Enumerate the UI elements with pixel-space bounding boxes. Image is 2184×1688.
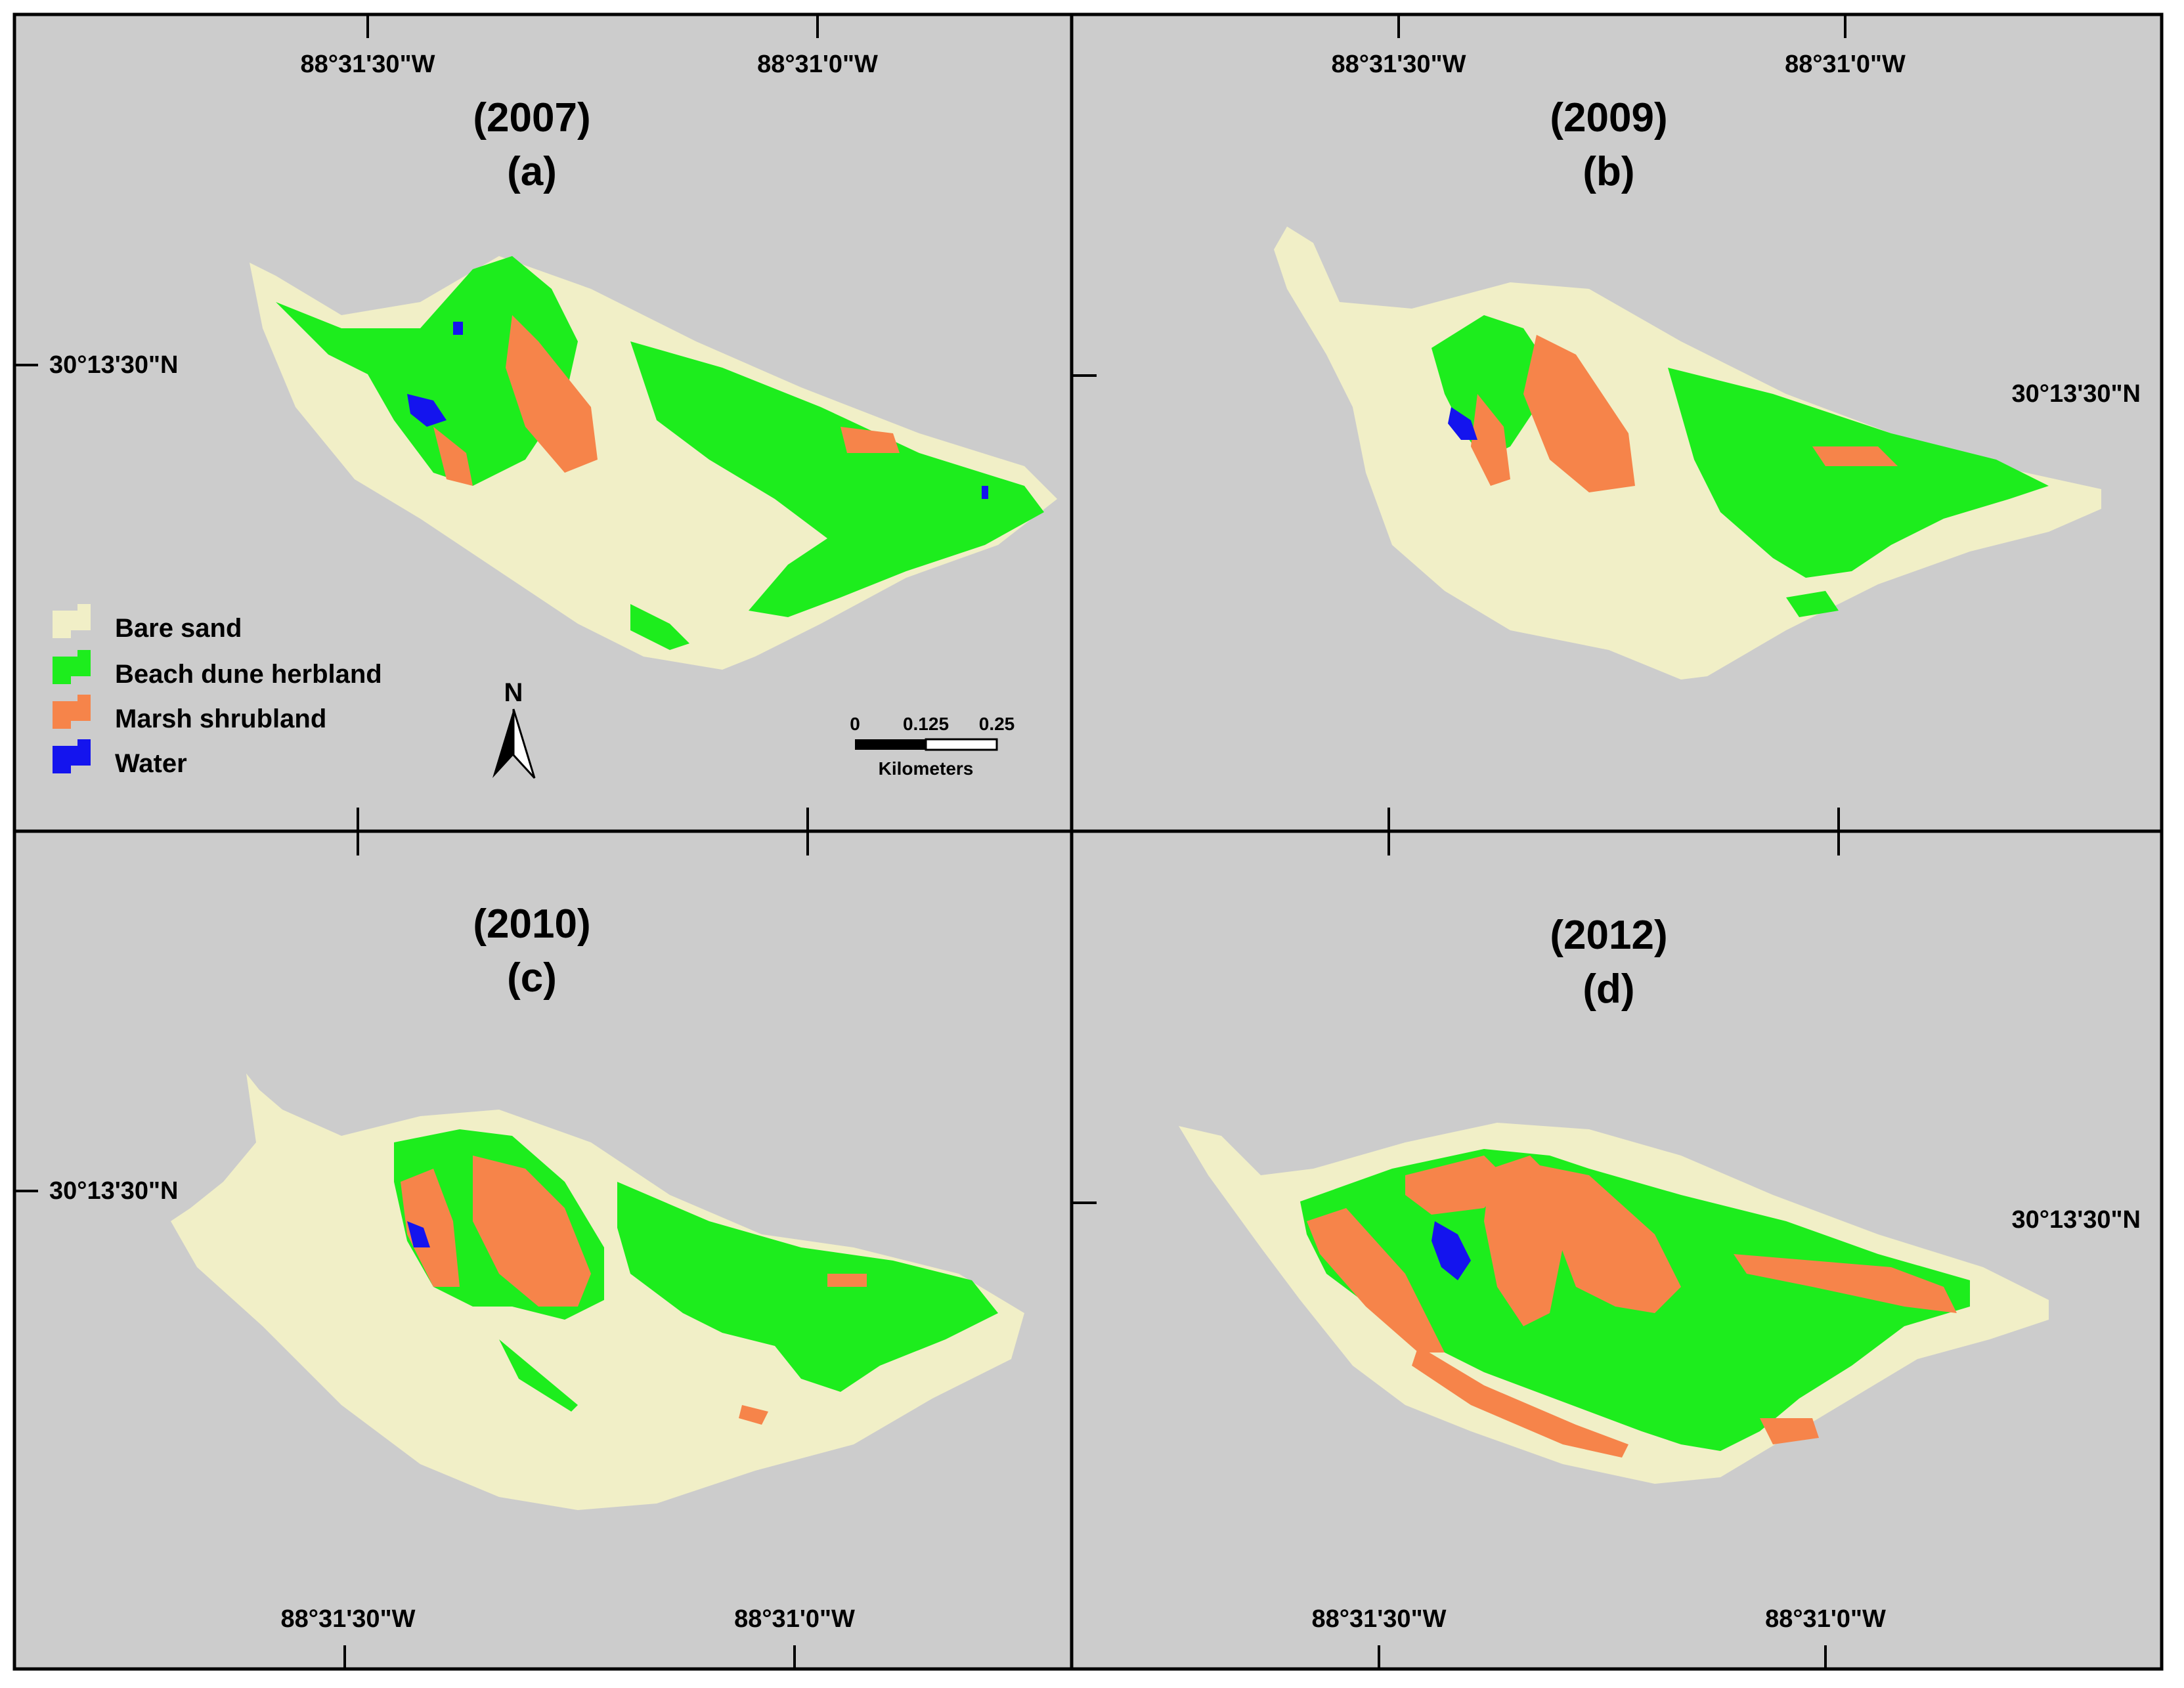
panel-b: (2009) (b) 88°31'30"W 88°31'0"W 30°13'30… <box>1073 14 2141 831</box>
panel-c-year: (2010) <box>473 901 590 947</box>
herbland-a-2 <box>630 341 1044 617</box>
legend-label-marsh-shrubland: Marsh shrubland <box>115 704 326 733</box>
legend-swatch-bare-sand <box>53 604 91 638</box>
panel-d: (2012) (d) 88°31'30"W 88°31'0"W 30°13'30… <box>1073 833 2141 1669</box>
marsh-c-1 <box>473 1156 591 1307</box>
marsh-d-5 <box>1412 1346 1628 1458</box>
panel-a-year: (2007) <box>473 95 590 141</box>
panel-b-letter: (b) <box>1583 149 1634 194</box>
panel-c-letter: (c) <box>507 955 557 1001</box>
panel-b-lat-label: 30°13'30"N <box>2012 380 2141 408</box>
marsh-a-1 <box>506 315 598 473</box>
herbland-a-1 <box>276 256 578 486</box>
legend-label-water: Water <box>115 749 187 778</box>
marsh-c-2 <box>401 1169 460 1287</box>
panel-c-lon-label-1: 88°31'30"W <box>281 1605 416 1633</box>
legend-swatch-water <box>53 739 91 773</box>
marsh-d-1 <box>1405 1156 1510 1215</box>
herbland-b-3 <box>1786 591 1839 617</box>
marsh-b-3 <box>1812 446 1898 466</box>
panel-a: (2007) (a) 88°31'30"W 88°31'0"W 30°13'30… <box>14 14 1057 831</box>
panel-b-year: (2009) <box>1550 95 1667 141</box>
figure-frame <box>12 12 2164 1671</box>
marsh-a-3 <box>841 427 900 453</box>
herbland-a-3 <box>630 604 689 650</box>
water-a-1 <box>407 394 447 427</box>
legend-swatch-marsh-shrubland <box>53 695 91 729</box>
north-arrow-label: N <box>504 678 523 707</box>
water-d-1 <box>1431 1221 1471 1280</box>
herbland-c-3 <box>499 1339 578 1412</box>
panel-a-lon-label-2: 88°31'0"W <box>757 51 878 78</box>
panel-a-lat-label: 30°13'30"N <box>49 351 179 379</box>
marsh-b-2 <box>1471 394 1510 486</box>
marsh-c-4 <box>739 1405 768 1425</box>
scale-bar: 0 0.125 0.25 Kilometers <box>850 714 1015 779</box>
legend: Bare sand Beach dune herbland Marsh shru… <box>53 604 382 778</box>
water-c-1 <box>407 1221 430 1247</box>
marsh-d-4 <box>1307 1208 1445 1353</box>
marsh-c-3 <box>827 1274 867 1287</box>
panel-c: (2010) (c) 88°31'30"W 88°31'0"W 30°13'30… <box>14 833 1024 1669</box>
water-a-3 <box>982 486 988 499</box>
marsh-a-2 <box>433 427 473 486</box>
marsh-d-6 <box>1734 1254 1957 1313</box>
panel-a-lon-label-1: 88°31'30"W <box>301 51 435 78</box>
panel-d-lon-label-1: 88°31'30"W <box>1312 1605 1447 1633</box>
panel-c-lon-label-2: 88°31'0"W <box>734 1605 855 1633</box>
water-b-1 <box>1448 407 1477 440</box>
legend-swatch-beach-dune-herbland <box>53 650 91 684</box>
scale-tick-025: 0.25 <box>979 714 1015 734</box>
herbland-c-2 <box>617 1182 998 1392</box>
scale-tick-0125: 0.125 <box>903 714 949 734</box>
panel-b-lon-label-1: 88°31'30"W <box>1332 51 1466 78</box>
water-a-2 <box>453 322 463 335</box>
north-arrow-icon: N <box>492 678 536 779</box>
legend-label-bare-sand: Bare sand <box>115 614 242 643</box>
panel-d-letter: (d) <box>1583 966 1634 1012</box>
panel-b-lon-label-2: 88°31'0"W <box>1785 51 1906 78</box>
panel-d-lon-label-2: 88°31'0"W <box>1765 1605 1886 1633</box>
scale-unit: Kilometers <box>879 758 974 779</box>
marsh-d-3 <box>1523 1162 1681 1313</box>
panel-a-letter: (a) <box>507 149 557 194</box>
scale-tick-0: 0 <box>850 714 860 734</box>
marsh-b-1 <box>1523 335 1635 492</box>
legend-label-beach-dune-herbland: Beach dune herbland <box>115 660 382 689</box>
marsh-d-7 <box>1760 1418 1819 1444</box>
herbland-b-2 <box>1668 368 2049 578</box>
panel-d-lat-label: 30°13'30"N <box>2012 1206 2141 1234</box>
panel-d-year: (2012) <box>1550 913 1667 958</box>
panel-c-lat-label: 30°13'30"N <box>49 1177 179 1205</box>
